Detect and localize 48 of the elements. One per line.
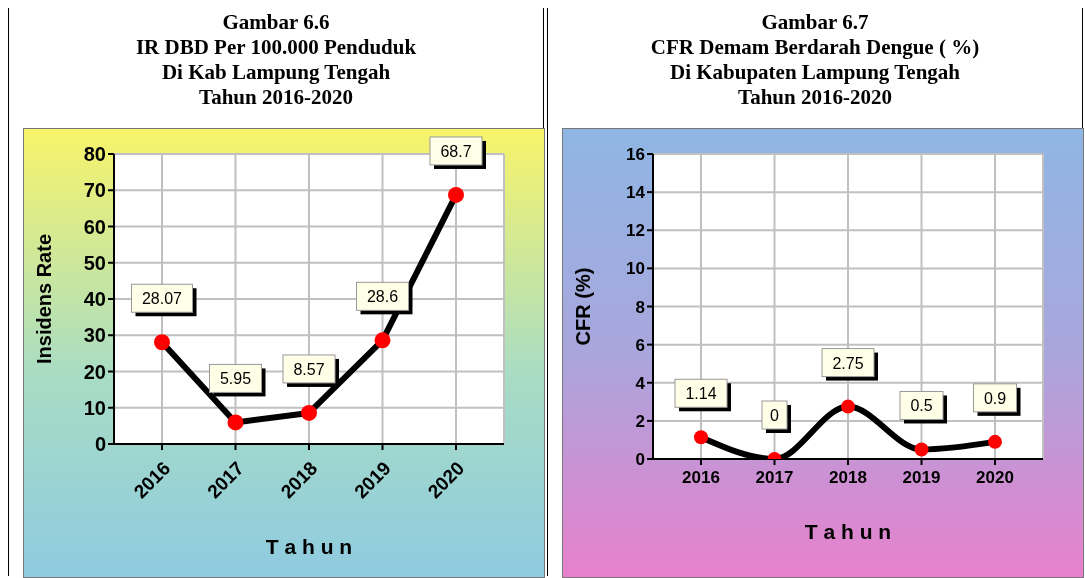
y-tick-label: 6 [635, 335, 645, 355]
y-tick-label: 20 [83, 360, 106, 383]
point [914, 442, 929, 457]
point [694, 430, 708, 445]
chart-title: Gambar 6.7 CFR Demam Berdarah Dengue ( %) Di Kabupaten Lampung Tengah Tahun 2016-2020 [649, 10, 981, 110]
y-tick-label: 30 [83, 324, 106, 347]
x-axis-title: T a h u n [804, 520, 892, 543]
point [841, 399, 855, 414]
data-label: 0.5 [910, 397, 933, 415]
y-tick-label: 50 [83, 251, 106, 274]
chart-title: Gambar 6.6 IR DBD Per 100.000 Penduduk Di Kab Lampung Tengah Tahun 2016-2020 [134, 10, 418, 110]
data-label: 1.14 [685, 385, 717, 403]
point [227, 414, 244, 431]
y-tick-label: 0 [94, 433, 106, 456]
data-label: 68.7 [440, 142, 472, 160]
x-tick-label: 2017 [755, 468, 794, 488]
x-tick-label: 2018 [829, 468, 867, 488]
x-tick-label: 2019 [902, 468, 941, 488]
data-label: 28.07 [141, 290, 183, 308]
point [374, 332, 391, 349]
data-label: 28.6 [366, 288, 399, 306]
y-axis-title: Insidens Rate [33, 233, 56, 365]
point [448, 186, 464, 203]
y-tick-label: 60 [83, 215, 106, 238]
x-tick-label: 2020 [976, 468, 1014, 488]
y-tick-label: 4 [635, 373, 646, 393]
data-label: 8.57 [293, 360, 325, 378]
y-tick-label: 0 [635, 450, 645, 470]
y-tick-label: 40 [83, 288, 106, 311]
x-tick-label: 2016 [682, 468, 720, 488]
x-axis-title: T a h u n [265, 535, 353, 558]
y-tick-label: 80 [83, 143, 106, 166]
y-tick-label: 16 [626, 145, 645, 165]
data-label: 0.9 [983, 389, 1007, 407]
y-tick-label: 12 [626, 221, 645, 241]
y-tick-label: 2 [635, 411, 645, 431]
point [988, 434, 1002, 449]
data-label: 0 [770, 407, 780, 424]
y-axis-title: CFR (%) [572, 267, 595, 346]
point [154, 334, 170, 351]
y-tick-label: 10 [83, 396, 106, 419]
y-tick-label: 8 [635, 297, 645, 317]
data-label: 2.75 [832, 354, 864, 372]
y-tick-label: 70 [83, 179, 106, 202]
y-tick-label: 10 [626, 259, 645, 279]
data-label: 5.95 [219, 370, 252, 388]
point [301, 404, 317, 421]
y-tick-label: 14 [626, 183, 646, 203]
